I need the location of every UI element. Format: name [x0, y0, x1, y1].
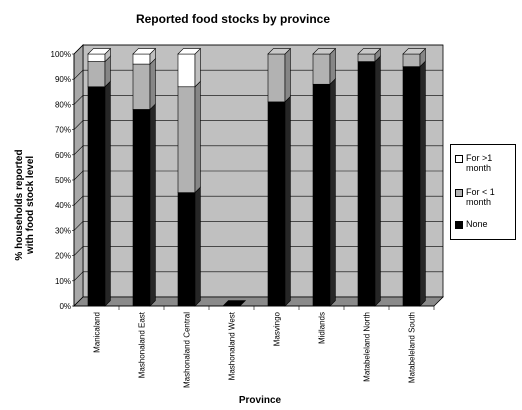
- x-tick-label: Mashonaland Central: [183, 312, 192, 388]
- bar-segment-side: [149, 57, 156, 111]
- y-tick-label: 20%: [55, 252, 71, 261]
- legend-swatch: [455, 221, 463, 229]
- plot-area: [73, 44, 444, 307]
- y-tick-labels: 0% 10% 20% 30% 40% 50% 60% 70% 80% 90% 100%: [51, 50, 74, 311]
- bar-segment-top: [402, 48, 427, 55]
- bar-segment-side: [149, 103, 156, 307]
- bar-segment: [87, 86, 106, 307]
- x-tick-label: Matabeleland South: [408, 312, 417, 383]
- bar-segment-top: [312, 48, 337, 55]
- y-tick-label: 50%: [55, 176, 71, 185]
- y-tick-label: 100%: [51, 50, 71, 59]
- bar-segment: [177, 192, 196, 307]
- y-tick-label: 10%: [55, 277, 71, 286]
- bar-segment: [132, 53, 151, 65]
- bar-segment-side: [194, 47, 201, 88]
- legend-item: None: [455, 219, 516, 229]
- bar-segment: [132, 109, 151, 307]
- y-tick-label: 0%: [59, 302, 71, 311]
- bar-segment: [87, 53, 106, 62]
- y-axis-title: % households reportedwith food stock lev…: [14, 149, 36, 260]
- bar-segment-top: [87, 48, 112, 55]
- y-tick-label: 30%: [55, 226, 71, 235]
- y-tick-label: 80%: [55, 100, 71, 109]
- x-tick-labels: Manicaland Mashonaland East Mashonaland Ce…: [74, 305, 435, 388]
- legend-swatch: [455, 155, 463, 163]
- y-tick-label: 40%: [55, 201, 71, 210]
- bar-segment-side: [284, 47, 291, 103]
- bar-segment-top: [132, 48, 157, 55]
- plot-floor: [73, 296, 444, 307]
- bar-segment-top: [177, 48, 202, 55]
- gridline: [73, 44, 443, 55]
- legend-item: For >1 month: [455, 153, 516, 173]
- bar-segment: [357, 53, 376, 62]
- x-tick-label: Mashonaland West: [228, 311, 237, 380]
- x-axis-title: Province: [239, 395, 282, 406]
- bar-segment-side: [329, 78, 336, 307]
- legend: For >1 month For < 1 month None: [450, 144, 516, 240]
- x-tick-label: Manicaland: [93, 312, 102, 353]
- bar-segment-side: [374, 55, 381, 307]
- legend-label: For < 1 month: [466, 187, 495, 207]
- bar-segment: [312, 53, 331, 85]
- bar-segment: [402, 53, 421, 67]
- x-tick-label: Midlands: [318, 312, 327, 344]
- legend-swatch: [455, 189, 463, 197]
- bar-segment-top: [357, 48, 382, 55]
- chart-title: Reported food stocks by province: [136, 12, 330, 26]
- x-tick-label: Mashonaland East: [138, 311, 147, 378]
- bar-segment: [267, 101, 286, 307]
- x-tick-label: Masvingo: [273, 311, 282, 346]
- bar-segment: [312, 83, 331, 307]
- bar-segment-side: [329, 47, 336, 85]
- y-axis-title-line: with food stock level: [25, 156, 36, 256]
- bar-segment: [177, 53, 196, 88]
- bar-segment-top: [267, 48, 292, 55]
- bars-group: [87, 47, 427, 307]
- bar-segment-side: [194, 186, 201, 307]
- bar-segment: [87, 61, 106, 88]
- bar-segment: [177, 86, 196, 193]
- y-tick-label: 60%: [55, 151, 71, 160]
- legend-item: For < 1 month: [455, 187, 516, 207]
- bar-segment: [402, 66, 421, 307]
- legend-label: None: [466, 219, 488, 229]
- bar-segment: [267, 53, 286, 103]
- x-tick-label: Matabeleland North: [363, 312, 372, 382]
- bar-segment-side: [104, 80, 111, 307]
- bar-segment-side: [194, 80, 201, 194]
- bar-segment-side: [419, 60, 426, 307]
- bar-segment-side: [284, 95, 291, 307]
- legend-label: For >1 month: [466, 153, 493, 173]
- y-axis-title-line: % households reported: [14, 149, 25, 260]
- bar-segment: [357, 61, 376, 307]
- y-tick-label: 90%: [55, 75, 71, 84]
- bar-segment: [132, 63, 151, 110]
- y-tick-label: 70%: [55, 126, 71, 135]
